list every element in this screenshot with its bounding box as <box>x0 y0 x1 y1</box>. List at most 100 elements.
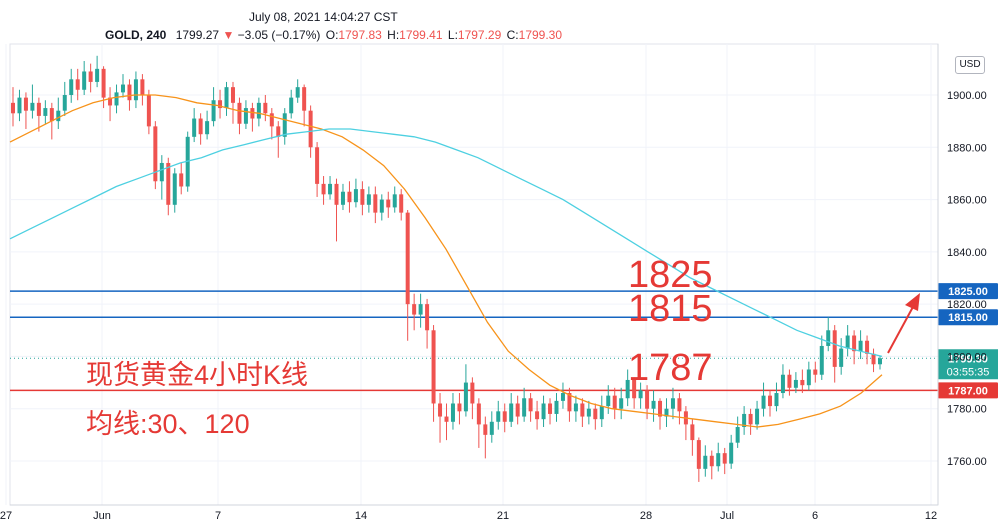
candle-body <box>560 393 565 401</box>
x-tick-label: 27 <box>0 510 12 522</box>
candle-body <box>858 340 863 352</box>
candle <box>114 84 119 114</box>
candle <box>11 87 15 127</box>
candle-body <box>793 379 798 388</box>
candle-body <box>541 403 546 420</box>
candle <box>289 89 294 119</box>
candle-body <box>580 403 585 417</box>
candle-body <box>218 100 223 109</box>
candle-body <box>179 173 184 187</box>
candle-body <box>438 403 443 417</box>
trend-arrow-shaft <box>887 304 915 354</box>
candle <box>392 186 397 213</box>
candle-body <box>703 455 708 469</box>
candle <box>509 393 514 428</box>
candle <box>755 400 760 430</box>
x-tick-label: 28 <box>640 510 652 522</box>
candle <box>852 330 857 365</box>
candle-body <box>625 379 630 399</box>
candle <box>813 361 818 383</box>
candle-body <box>49 108 54 122</box>
candle-body <box>651 400 656 409</box>
x-tick-label: 21 <box>497 510 509 522</box>
candle <box>651 390 656 422</box>
high-value: 1799.41 <box>399 28 443 42</box>
candle <box>334 178 339 242</box>
candle <box>425 298 430 349</box>
candle-body <box>328 183 333 195</box>
timestamp-text: July 08, 2021 14:04:27 CST <box>249 10 398 24</box>
candle <box>780 364 785 399</box>
candle <box>787 369 792 396</box>
candle-body <box>819 345 824 375</box>
candle-body <box>806 369 811 386</box>
candle-body <box>17 97 22 114</box>
level-tag-text: 1787.00 <box>948 385 988 397</box>
candle-body <box>69 79 74 95</box>
candle-body <box>431 330 436 404</box>
candle-body <box>192 118 197 137</box>
candle <box>606 385 611 414</box>
candle <box>56 97 61 129</box>
candle <box>612 387 617 420</box>
candle <box>328 176 333 200</box>
candle <box>211 87 216 127</box>
candle-body <box>696 440 701 469</box>
currency-button[interactable]: USD <box>955 56 985 74</box>
candle-body <box>263 102 268 114</box>
candle <box>120 74 125 98</box>
candle <box>470 377 475 420</box>
candle <box>360 181 365 216</box>
candle <box>431 325 436 422</box>
candle-body <box>159 162 164 182</box>
open-value: 1797.83 <box>338 28 382 42</box>
candle <box>476 398 481 448</box>
y-tick-label: 1780.00 <box>947 404 987 416</box>
candle-body <box>289 97 294 114</box>
candle <box>573 395 578 422</box>
candle <box>321 176 326 205</box>
candle <box>230 81 235 124</box>
moving-averages <box>9 94 883 428</box>
candle-body <box>205 121 210 135</box>
x-tick-label: 6 <box>812 510 818 522</box>
candle <box>522 387 527 422</box>
high-label: H: <box>387 28 400 42</box>
candle <box>593 403 598 430</box>
candle <box>373 186 378 224</box>
candle <box>256 97 261 127</box>
y-tick-label: 1800.00 <box>947 351 987 363</box>
trend-arrow-head <box>905 293 920 311</box>
candle-body <box>250 108 255 119</box>
candle <box>677 393 682 425</box>
candle-body <box>522 398 527 417</box>
candle <box>282 108 287 145</box>
candle <box>748 408 753 435</box>
candle-body <box>709 455 714 467</box>
candle <box>218 89 223 119</box>
candle <box>735 416 740 448</box>
candle-body <box>373 194 378 213</box>
candle <box>153 121 158 190</box>
candle-body <box>638 390 643 399</box>
countdown-text: 03:55:35 <box>947 366 990 378</box>
candle <box>276 121 281 158</box>
level-tag-bg <box>938 309 998 326</box>
candle-body <box>386 199 391 208</box>
candle-body <box>865 340 870 354</box>
candle <box>528 393 533 422</box>
candle <box>418 293 423 328</box>
candle-body <box>735 427 740 443</box>
candle-body <box>450 403 455 422</box>
candle-body <box>677 398 682 412</box>
candle-body <box>496 411 501 422</box>
candle <box>703 445 708 477</box>
candle <box>243 100 248 129</box>
candle-body <box>722 453 727 464</box>
low-label: L: <box>447 28 458 42</box>
candle-body <box>612 395 617 409</box>
candle <box>819 335 824 380</box>
